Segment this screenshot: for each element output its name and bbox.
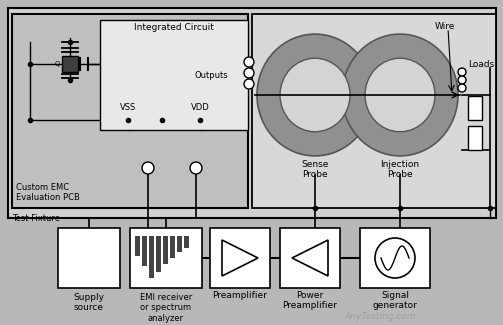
Bar <box>62 56 78 72</box>
Bar <box>156 236 161 272</box>
Text: VDD: VDD <box>191 103 209 112</box>
Ellipse shape <box>257 34 373 156</box>
Ellipse shape <box>342 34 458 156</box>
Text: AnyTesting.com: AnyTesting.com <box>344 312 416 321</box>
Text: Wire: Wire <box>435 22 455 31</box>
Bar <box>100 20 248 130</box>
Bar <box>135 236 140 256</box>
Circle shape <box>142 162 154 174</box>
Circle shape <box>458 68 466 76</box>
Text: Injection
Probe: Injection Probe <box>380 160 420 179</box>
Circle shape <box>244 57 254 67</box>
Bar <box>163 236 169 264</box>
Bar <box>171 236 176 258</box>
Bar <box>280 228 340 288</box>
Polygon shape <box>222 240 258 276</box>
Text: Signal
generator: Signal generator <box>373 291 417 310</box>
Text: Sense
Probe: Sense Probe <box>301 160 328 179</box>
Text: Preamplifier: Preamplifier <box>213 291 268 300</box>
Bar <box>360 228 430 288</box>
Text: Outputs: Outputs <box>194 71 228 80</box>
Circle shape <box>190 162 202 174</box>
Text: Custom EMC
Evaluation PCB: Custom EMC Evaluation PCB <box>16 183 80 202</box>
Text: Integrated Circuit: Integrated Circuit <box>134 23 214 32</box>
Text: VSS: VSS <box>120 103 136 112</box>
Bar <box>149 236 154 278</box>
Text: Loads: Loads <box>468 60 494 69</box>
Text: Q: Q <box>55 61 60 67</box>
Text: Supply
source: Supply source <box>73 293 105 312</box>
Circle shape <box>458 76 466 84</box>
Bar <box>210 228 270 288</box>
Bar <box>178 236 183 252</box>
Polygon shape <box>292 240 328 276</box>
Text: Power
Preamplifier: Power Preamplifier <box>283 291 338 310</box>
Circle shape <box>244 79 254 89</box>
Bar <box>468 126 482 150</box>
Bar <box>130 228 202 288</box>
Text: Test Fixture: Test Fixture <box>12 214 60 223</box>
Bar <box>185 236 190 248</box>
Bar <box>252 14 496 208</box>
Ellipse shape <box>365 58 435 132</box>
Bar <box>8 8 496 218</box>
Circle shape <box>375 238 415 278</box>
Ellipse shape <box>280 58 350 132</box>
Circle shape <box>244 68 254 78</box>
Bar <box>12 14 248 208</box>
Bar <box>468 96 482 120</box>
Bar <box>58 228 120 288</box>
Bar <box>142 236 147 266</box>
Circle shape <box>458 84 466 92</box>
Text: EMI receiver
or spectrum
analyzer: EMI receiver or spectrum analyzer <box>140 293 192 323</box>
